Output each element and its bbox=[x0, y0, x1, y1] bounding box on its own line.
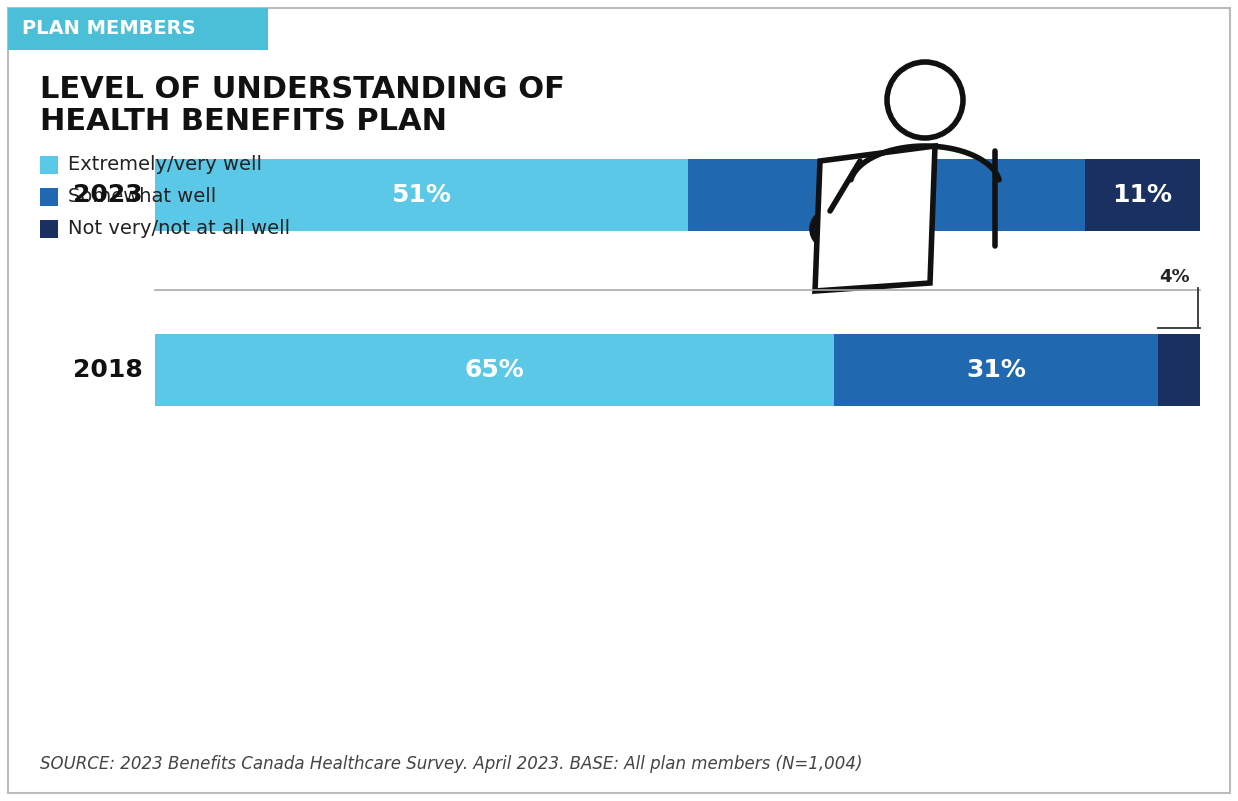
Text: 38%: 38% bbox=[857, 183, 916, 207]
FancyBboxPatch shape bbox=[40, 188, 58, 206]
Polygon shape bbox=[815, 146, 935, 291]
FancyBboxPatch shape bbox=[155, 159, 688, 231]
Text: 11%: 11% bbox=[1113, 183, 1172, 207]
FancyBboxPatch shape bbox=[7, 8, 1231, 793]
FancyBboxPatch shape bbox=[1159, 334, 1200, 406]
FancyBboxPatch shape bbox=[834, 334, 1159, 406]
FancyBboxPatch shape bbox=[1084, 159, 1200, 231]
FancyBboxPatch shape bbox=[688, 159, 1084, 231]
FancyBboxPatch shape bbox=[155, 334, 834, 406]
Text: 31%: 31% bbox=[967, 358, 1026, 382]
Text: LEVEL OF UNDERSTANDING OF: LEVEL OF UNDERSTANDING OF bbox=[40, 75, 565, 104]
Text: 2023: 2023 bbox=[73, 183, 144, 207]
FancyBboxPatch shape bbox=[40, 220, 58, 238]
Text: 4%: 4% bbox=[1159, 268, 1190, 286]
FancyBboxPatch shape bbox=[7, 8, 267, 50]
Text: SOURCE: 2023 Benefits Canada Healthcare Survey. April 2023. BASE: All plan membe: SOURCE: 2023 Benefits Canada Healthcare … bbox=[40, 755, 863, 773]
Text: 65%: 65% bbox=[464, 358, 525, 382]
FancyBboxPatch shape bbox=[40, 156, 58, 174]
Text: HEALTH BENEFITS PLAN: HEALTH BENEFITS PLAN bbox=[40, 107, 447, 136]
Text: 51%: 51% bbox=[391, 183, 452, 207]
Text: 2018: 2018 bbox=[73, 358, 144, 382]
Text: Extremely/very well: Extremely/very well bbox=[68, 155, 262, 174]
Text: Somewhat well: Somewhat well bbox=[68, 187, 217, 206]
Text: Not very/not at all well: Not very/not at all well bbox=[68, 219, 290, 238]
Text: PLAN MEMBERS: PLAN MEMBERS bbox=[22, 19, 196, 38]
